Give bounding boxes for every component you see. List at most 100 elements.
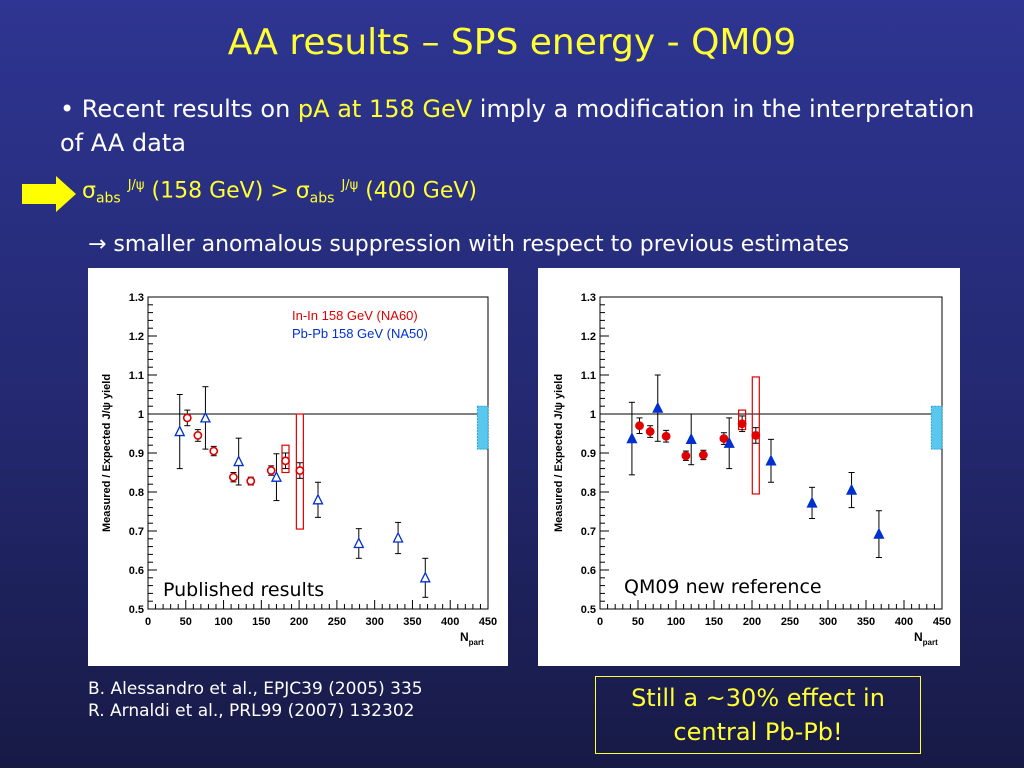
x-tick-label: 300 [819,616,837,628]
x-tick-label: 250 [328,616,346,628]
x-tick-label: 400 [895,616,913,628]
x-tick-label: 0 [145,616,151,628]
bullet-prefix: • Recent results on [60,95,298,123]
bullet-text: • Recent results on pA at 158 GeV imply … [60,92,990,160]
x-tick-label: 0 [597,616,603,628]
y-tick-label: 0.7 [581,526,596,538]
bullet-suffix: imply a modification in the interpretati… [60,95,975,157]
data-point-triangle [312,493,324,505]
x-tick-label: 350 [403,616,421,628]
normalization-box [476,405,489,450]
data-point-circle [635,421,644,431]
published-results-panel: 0.5 0.6 0.7 0.8 0.9 1 1.1 1.2 1.3 0 50 100 150 200 250… [88,268,508,666]
data-point-triangle [806,496,818,508]
x-tick-label: 50 [180,616,192,628]
data-point-triangle [765,454,777,466]
reference-1: B. Alessandro et al., EPJC39 (2005) 335 [88,679,423,699]
qm09-reference-panel: 0.5 0.6 0.7 0.8 0.9 1 1.1 1.2 1.3 0 50 100 150 200 250… [538,268,960,666]
x-axis-subscript: part [923,638,938,647]
data-point-triangle [685,432,697,445]
sigma-right-energy: (400 GeV) [358,178,478,204]
x-axis-subscript: part [469,638,484,647]
x-tick-label: 400 [441,616,459,628]
y-tick-label: 0.5 [581,604,596,616]
data-point-circle [751,431,761,440]
legend-entry: In-In 158 GeV (NA60) [292,308,418,323]
data-point-triangle [353,537,365,549]
data-point-triangle [652,401,664,413]
slide-title: AA results – SPS energy - QM09 [227,22,797,63]
sigma-left-energy: (158 GeV) > [144,178,296,204]
data-point-triangle [270,470,282,482]
data-point-circle [661,431,671,441]
data-point-triangle [873,527,885,539]
x-tick-label: 150 [705,616,723,628]
x-tick-label: 100 [667,616,685,628]
x-tick-label: 100 [214,616,232,628]
y-tick-label: 0.5 [129,604,144,616]
sigma-symbol: σ [82,178,96,204]
reference-2: R. Arnaldi et al., PRL99 (2007) 132302 [88,701,415,721]
normalization-box [930,405,943,450]
data-point-circle [737,419,747,429]
data-point-triangle [392,531,404,543]
data-point-circle [193,431,203,440]
yellow-arrow-icon [22,176,76,212]
data-point-circle [228,472,238,482]
y-tick-label: 0.9 [581,448,596,460]
sigma-superscript: J/ψ [127,178,145,193]
sigma-superscript-2: J/ψ [341,178,359,193]
x-tick-label: 250 [781,616,799,628]
x-axis-title: Npart [914,630,938,647]
y-tick-label: 1 [590,409,596,421]
bullet-highlight: pA at 158 GeV [297,95,473,123]
sigma-subscript: abs [95,190,121,207]
x-tick-label: 150 [252,616,270,628]
sigma-subscript-2: abs [309,190,335,207]
x-tick-label: 200 [290,616,308,628]
y-tick-label: 0.8 [581,487,596,499]
y-tick-label: 1.3 [129,292,144,304]
y-tick-label: 1.2 [581,331,596,343]
data-point-circle [295,466,305,475]
y-tick-label: 0.8 [129,487,144,499]
data-point-circle [719,434,729,443]
x-tick-label: 450 [479,616,497,628]
x-tick-label: 300 [365,616,383,628]
data-point-circle [182,413,192,423]
panel-label: Published results [163,579,324,601]
data-point-circle [698,450,708,460]
y-tick-label: 0.6 [129,565,144,577]
conclusion-line: → smaller anomalous suppression with res… [88,232,850,257]
y-axis-title: Measured / Expected J/ψ yield [553,374,565,532]
x-tick-label: 50 [632,616,644,628]
data-point-triangle [626,432,638,444]
y-tick-label: 1.1 [129,370,144,382]
qm09-reference-chart: 0.5 0.6 0.7 0.8 0.9 1 1.1 1.2 1.3 0 50 100 150 200 250… [553,292,951,647]
y-tick-label: 1 [138,409,144,421]
data-point-triangle [233,455,245,467]
data-point-circle [281,456,290,466]
references: B. Alessandro et al., EPJC39 (2005) 335 … [88,678,423,722]
data-point-triangle [419,571,431,583]
note-line-2: central Pb-Pb! [673,718,843,746]
data-point-triangle [174,425,186,437]
data-point-circle [266,466,276,475]
data-point-triangle [846,483,858,495]
y-tick-label: 1.2 [129,331,144,343]
sigma-comparison: σabs J/ψ (158 GeV) > σabs J/ψ (400 GeV) [82,178,477,207]
legend-entry: Pb-Pb 158 GeV (NA50) [292,326,428,341]
data-point-circle [209,446,219,456]
data-point-triangle [199,411,211,423]
y-tick-label: 0.6 [581,565,596,577]
y-tick-label: 0.7 [129,526,144,538]
published-results-chart: 0.5 0.6 0.7 0.8 0.9 1 1.1 1.2 1.3 0 50 100 150 200 250… [101,292,497,647]
x-tick-label: 350 [857,616,875,628]
panel-label: QM09 new reference [624,576,822,598]
data-point-triangle [723,436,735,448]
x-axis-title: Npart [460,630,484,647]
x-tick-label: 200 [743,616,761,628]
x-tick-label: 450 [933,616,951,628]
plot-frame [147,296,489,610]
data-point-circle [681,451,691,461]
